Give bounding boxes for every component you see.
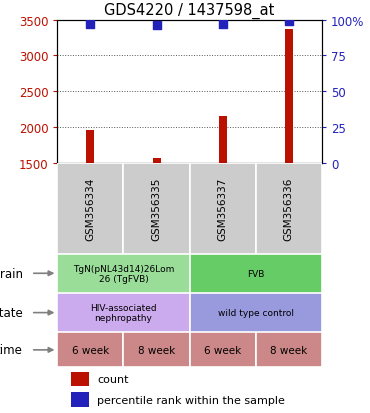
Bar [71, 392, 89, 407]
Text: disease state: disease state [0, 306, 23, 319]
Text: GSM356334: GSM356334 [85, 177, 95, 240]
Text: 6 week: 6 week [204, 345, 241, 355]
Point [286, 19, 292, 25]
Text: GSM356337: GSM356337 [218, 177, 228, 240]
Bar [57, 332, 124, 368]
Bar [189, 163, 256, 254]
Bar [124, 332, 189, 368]
Text: FVB: FVB [247, 269, 265, 278]
Bar [124, 163, 189, 254]
Text: HIV-associated
nephropathy: HIV-associated nephropathy [90, 303, 157, 323]
Text: count: count [97, 374, 128, 384]
Bar [57, 254, 189, 293]
Text: time: time [0, 344, 23, 356]
Text: 8 week: 8 week [138, 345, 175, 355]
Text: 6 week: 6 week [72, 345, 109, 355]
Text: wild type control: wild type control [218, 309, 294, 317]
Bar [87, 131, 94, 163]
Bar [71, 372, 89, 386]
Bar [256, 163, 322, 254]
Text: strain: strain [0, 267, 23, 280]
Point [154, 23, 159, 30]
Text: TgN(pNL43d14)26Lom
26 (TgFVB): TgN(pNL43d14)26Lom 26 (TgFVB) [73, 264, 174, 283]
Text: 8 week: 8 week [270, 345, 307, 355]
Bar [219, 117, 227, 163]
Bar [189, 293, 322, 332]
Bar [152, 158, 161, 163]
Bar [189, 332, 256, 368]
Text: percentile rank within the sample: percentile rank within the sample [97, 395, 285, 405]
Bar [57, 163, 124, 254]
Text: GSM356335: GSM356335 [152, 177, 162, 240]
Bar [285, 30, 293, 163]
Bar [57, 293, 189, 332]
Title: GDS4220 / 1437598_at: GDS4220 / 1437598_at [104, 3, 275, 19]
Bar [256, 332, 322, 368]
Point [220, 21, 226, 28]
Text: GSM356336: GSM356336 [284, 177, 294, 240]
Point [87, 21, 93, 28]
Bar [189, 254, 322, 293]
